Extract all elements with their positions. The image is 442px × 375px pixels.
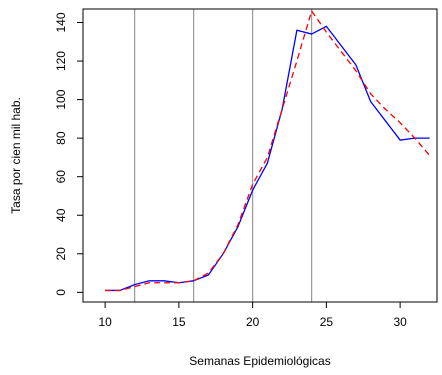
- y-tick-label: 0: [54, 289, 68, 296]
- x-tick-label: 30: [393, 315, 407, 329]
- x-tick-label: 25: [320, 315, 334, 329]
- x-tick-label: 10: [98, 315, 112, 329]
- y-tick-label: 120: [54, 51, 68, 71]
- y-axis-title: Tasa por cien mil hab.: [9, 97, 23, 214]
- y-tick-label: 20: [54, 247, 68, 261]
- x-tick-label: 15: [172, 315, 186, 329]
- y-tick-label: 80: [54, 131, 68, 145]
- x-axis: 10 15 20 25 30: [98, 301, 407, 329]
- y-tick-label: 140: [54, 12, 68, 32]
- y-tick-label: 40: [54, 208, 68, 222]
- x-axis-title: Semanas Epidemiológicas: [189, 354, 330, 368]
- observed-rate-line: [105, 25, 430, 292]
- fitted-rate-dashed-line: [105, 10, 431, 292]
- vertical-reference-lines: [134, 9, 313, 302]
- x-tick-label: 20: [246, 315, 260, 329]
- y-tick-label: 60: [54, 170, 68, 184]
- series-layer: [105, 10, 431, 292]
- plot-area-frame: [82, 8, 438, 303]
- y-axis: 0 20 40 60 80 100 120 140: [54, 12, 84, 296]
- y-tick-label: 100: [54, 89, 68, 109]
